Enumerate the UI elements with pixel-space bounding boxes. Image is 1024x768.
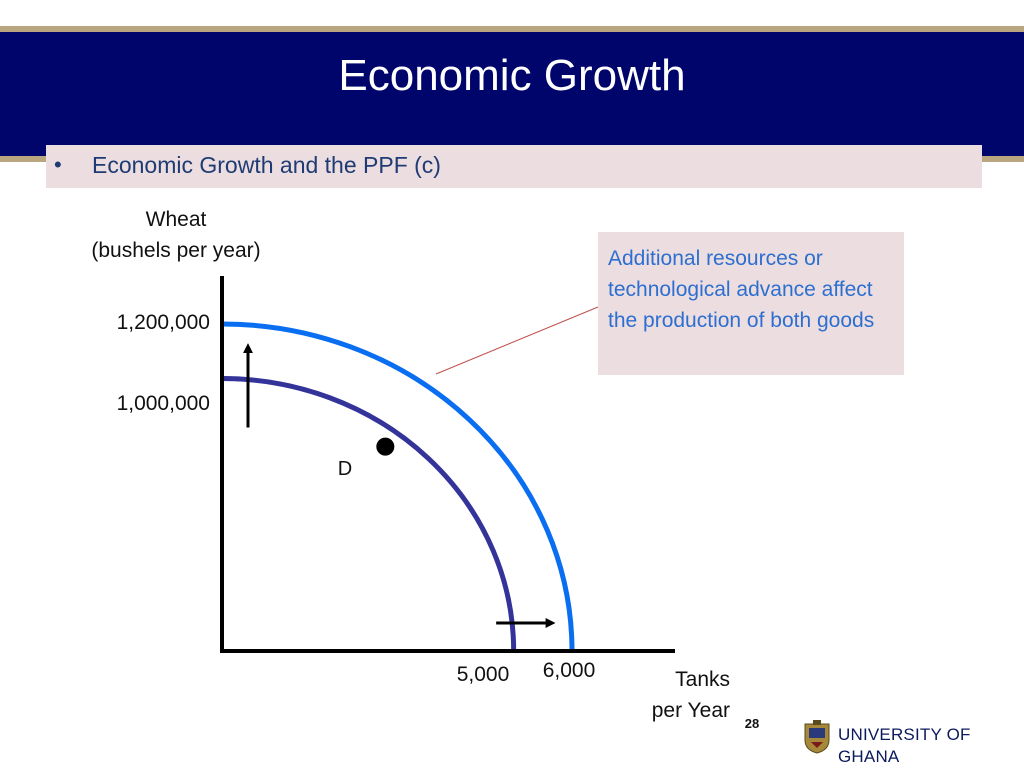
original-ppf-curve [221, 376, 517, 652]
annotation-callout: Additional resources or technological ad… [598, 232, 904, 375]
point-d-label: D [337, 458, 353, 480]
title-banner [0, 32, 1024, 156]
university-crest-icon [804, 720, 830, 754]
x-tick-label-5000: 5,000 [456, 663, 510, 686]
x-axis-label: Tanks per Year [630, 664, 730, 726]
subtitle-box [46, 145, 982, 188]
y-tick-label-1200000: 1,200,000 [116, 311, 210, 334]
x-axis-label-line1: Tanks [675, 668, 730, 691]
x-tick-label-6000: 6,000 [542, 659, 596, 682]
university-name: UNIVERSITY OF GHANA [838, 725, 971, 766]
x-axis-label-line2: per Year [651, 699, 730, 722]
new-ppf-curve [221, 321, 575, 652]
y-axis-label-line2: (bushels per year) [91, 239, 261, 262]
point-d-marker [376, 437, 395, 456]
slide-subtitle: Economic Growth and the PPF (c) [92, 152, 441, 178]
y-tick-label-1000000: 1,000,000 [116, 392, 210, 415]
y-axis-label-line1: Wheat [145, 208, 207, 231]
slide-title: Economic Growth [338, 51, 686, 100]
top-gold-rule [0, 26, 1024, 32]
page-number: 28 [744, 716, 760, 731]
bullet-icon: • [54, 152, 62, 177]
y-axis-label: Wheat (bushels per year) [78, 204, 274, 266]
annotation-leader-line [435, 306, 599, 375]
